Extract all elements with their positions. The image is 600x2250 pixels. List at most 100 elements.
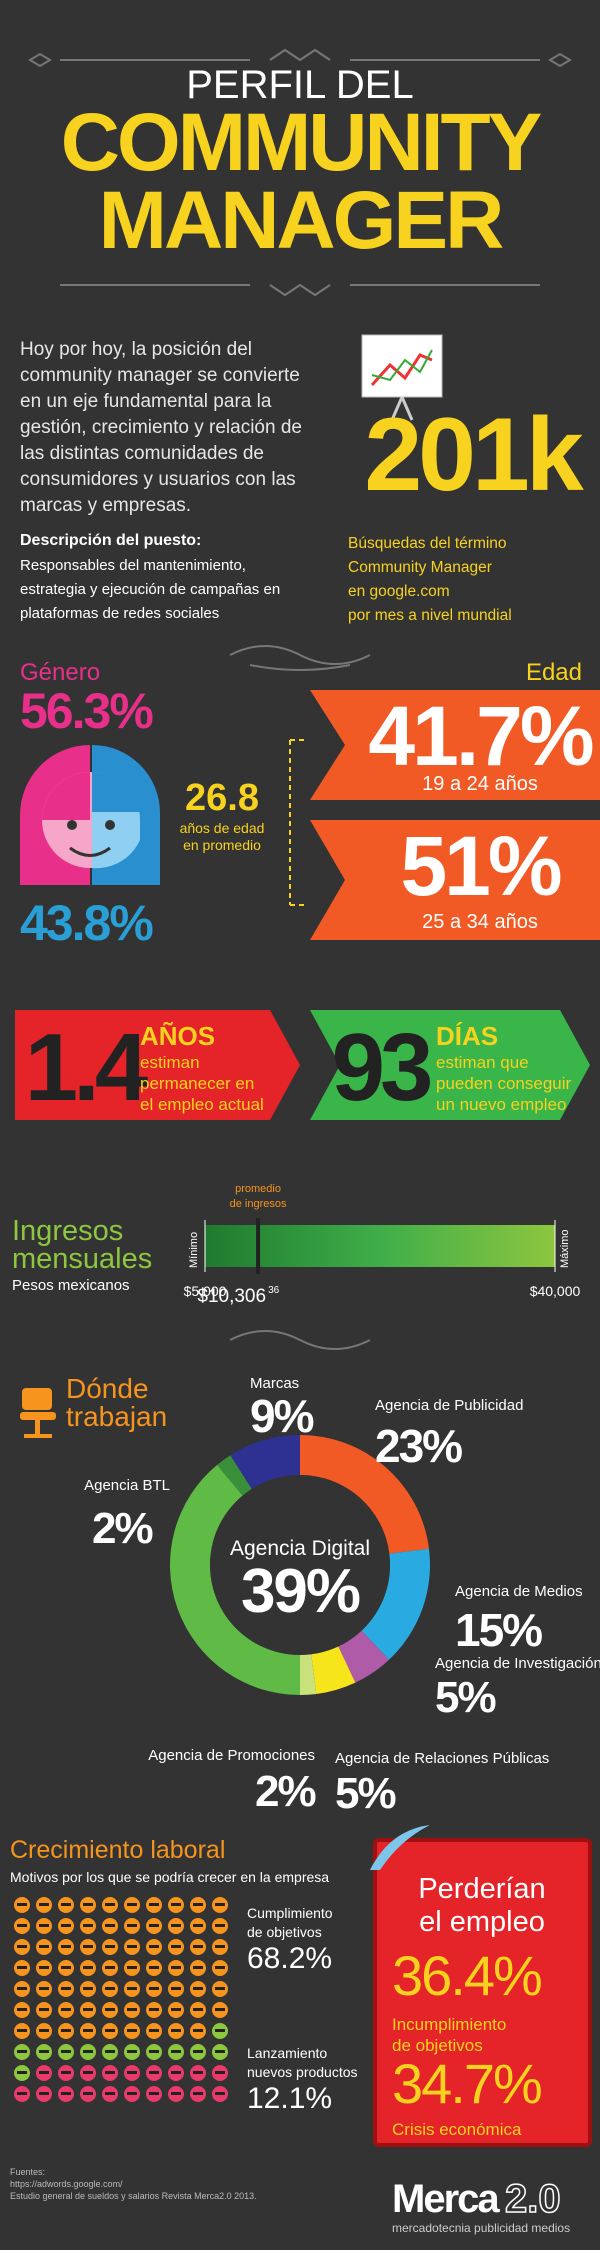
- person-eyes: [171, 1966, 181, 1969]
- sources: Fuentes:: [10, 2167, 45, 2177]
- person-eyes: [61, 2071, 71, 2074]
- donut-segment: [311, 1646, 356, 1694]
- sources: Estudio general de sueldos y salarios Re…: [10, 2191, 257, 2201]
- person-eyes: [171, 1924, 181, 1927]
- age-average: 26.8: [185, 777, 259, 819]
- person-eyes: [127, 2050, 137, 2053]
- person-eyes: [149, 2071, 159, 2074]
- searches-caption: en google.com: [348, 583, 450, 600]
- income-bar: [205, 1225, 555, 1267]
- intro-text: en un eje fundamental para la: [20, 391, 272, 412]
- income-subtitle: Pesos mexicanos: [12, 1277, 130, 1294]
- tenure-value: 1.4: [25, 1014, 148, 1121]
- segment-value: 9%: [250, 1390, 314, 1442]
- title: COMMUNITY: [61, 97, 542, 188]
- person-eyes: [105, 1966, 115, 1969]
- person-eyes: [193, 1945, 203, 1948]
- donut-segment: [217, 1455, 252, 1496]
- person-eyes: [171, 2092, 181, 2095]
- person-eyes: [105, 1924, 115, 1927]
- chair-icon: [20, 1388, 56, 1438]
- person-eyes: [215, 1987, 225, 1990]
- max-caption: Máximo: [559, 1229, 571, 1268]
- person-eyes: [149, 1924, 159, 1927]
- person-eyes: [127, 2008, 137, 2011]
- intro-text: gestión, crecimiento y relación de: [20, 417, 302, 438]
- person-eyes: [39, 1903, 49, 1906]
- segment-label: Agencia de Medios: [455, 1583, 583, 1600]
- person-eyes: [127, 2092, 137, 2095]
- person-eyes: [39, 1966, 49, 1969]
- person-eyes: [61, 2050, 71, 2053]
- tenure-banners: [15, 1010, 590, 1120]
- person-eyes: [61, 1966, 71, 1969]
- person-eyes: [105, 2008, 115, 2011]
- searches-caption: por mes a nivel mundial: [348, 607, 512, 624]
- title: MANAGER: [99, 175, 503, 266]
- person-eyes: [127, 1987, 137, 1990]
- segment-label: Agencia de Promociones: [148, 1747, 315, 1764]
- tagline: mercadotecnia publicidad medios: [392, 2221, 570, 2235]
- sources: https://adwords.google.com/: [10, 2179, 123, 2189]
- kicker: PERFIL DEL: [186, 63, 413, 107]
- growth-title: Crecimiento laboral: [10, 1836, 225, 1864]
- age-label: 25 a 34 años: [422, 911, 538, 933]
- person-eyes: [61, 2092, 71, 2095]
- person-eyes: [127, 1924, 137, 1927]
- growth-value: 68.2%: [247, 1942, 332, 1975]
- segment-label: Agencia Digital: [230, 1537, 370, 1560]
- person-eyes: [17, 1903, 27, 1906]
- job-loss-label: de objetivos: [392, 2036, 483, 2055]
- person-eyes: [171, 2071, 181, 2074]
- male-value: 43.8%: [20, 895, 153, 951]
- person-eyes: [105, 2071, 115, 2074]
- donut-hole: [210, 1475, 390, 1655]
- person-eyes: [171, 1903, 181, 1906]
- person-eyes: [83, 2050, 93, 2053]
- person-eyes: [149, 1987, 159, 1990]
- logo: Merca: [392, 2177, 500, 2221]
- person-eyes: [17, 2050, 27, 2053]
- donut-segment: [169, 1464, 300, 1695]
- person-eyes: [215, 1966, 225, 1969]
- person-eyes: [17, 1924, 27, 1927]
- donut-segment: [300, 1654, 317, 1695]
- intro-text: community manager se convierte: [20, 365, 300, 386]
- segment-value: 39%: [241, 1557, 360, 1626]
- segment-value: 5%: [335, 1769, 395, 1818]
- growth-label: Cumplimiento: [247, 1905, 333, 1921]
- person-eyes: [83, 1966, 93, 1969]
- segment-label: Agencia de Investigación: [435, 1655, 600, 1672]
- age-label: 19 a 24 años: [422, 773, 538, 795]
- intro-text: las distintas comunidades de: [20, 443, 264, 464]
- segment-label: Agencia BTL: [84, 1477, 170, 1494]
- job-loss-value: 36.4%: [392, 1944, 541, 2007]
- person-eyes: [149, 1945, 159, 1948]
- person-eyes: [149, 2029, 159, 2032]
- segment-value: 2%: [92, 1504, 152, 1553]
- person-eyes: [83, 1903, 93, 1906]
- job-loss-label: Incumplimiento: [392, 2015, 506, 2034]
- person-eyes: [215, 1903, 225, 1906]
- person-eyes: [17, 2008, 27, 2011]
- segment-value: 5%: [435, 1673, 495, 1722]
- income-title: Ingresos: [12, 1215, 123, 1247]
- intro-text: Hoy por hoy, la posición del: [20, 339, 252, 360]
- person-eyes: [105, 2029, 115, 2032]
- person-eyes: [17, 1966, 27, 1969]
- person-eyes: [105, 1945, 115, 1948]
- gender-icon: [20, 745, 160, 885]
- min-value: $5,000: [184, 1283, 227, 1299]
- person-eyes: [39, 2092, 49, 2095]
- growth-label: Lanzamiento: [247, 2045, 327, 2061]
- age-average-caption: años de edad: [180, 820, 265, 836]
- income-title: mensuales: [12, 1243, 152, 1275]
- person-eyes: [39, 1987, 49, 1990]
- person-eyes: [171, 2008, 181, 2011]
- person-eyes: [83, 1987, 93, 1990]
- person-eyes: [215, 2050, 225, 2053]
- person-eyes: [193, 2092, 203, 2095]
